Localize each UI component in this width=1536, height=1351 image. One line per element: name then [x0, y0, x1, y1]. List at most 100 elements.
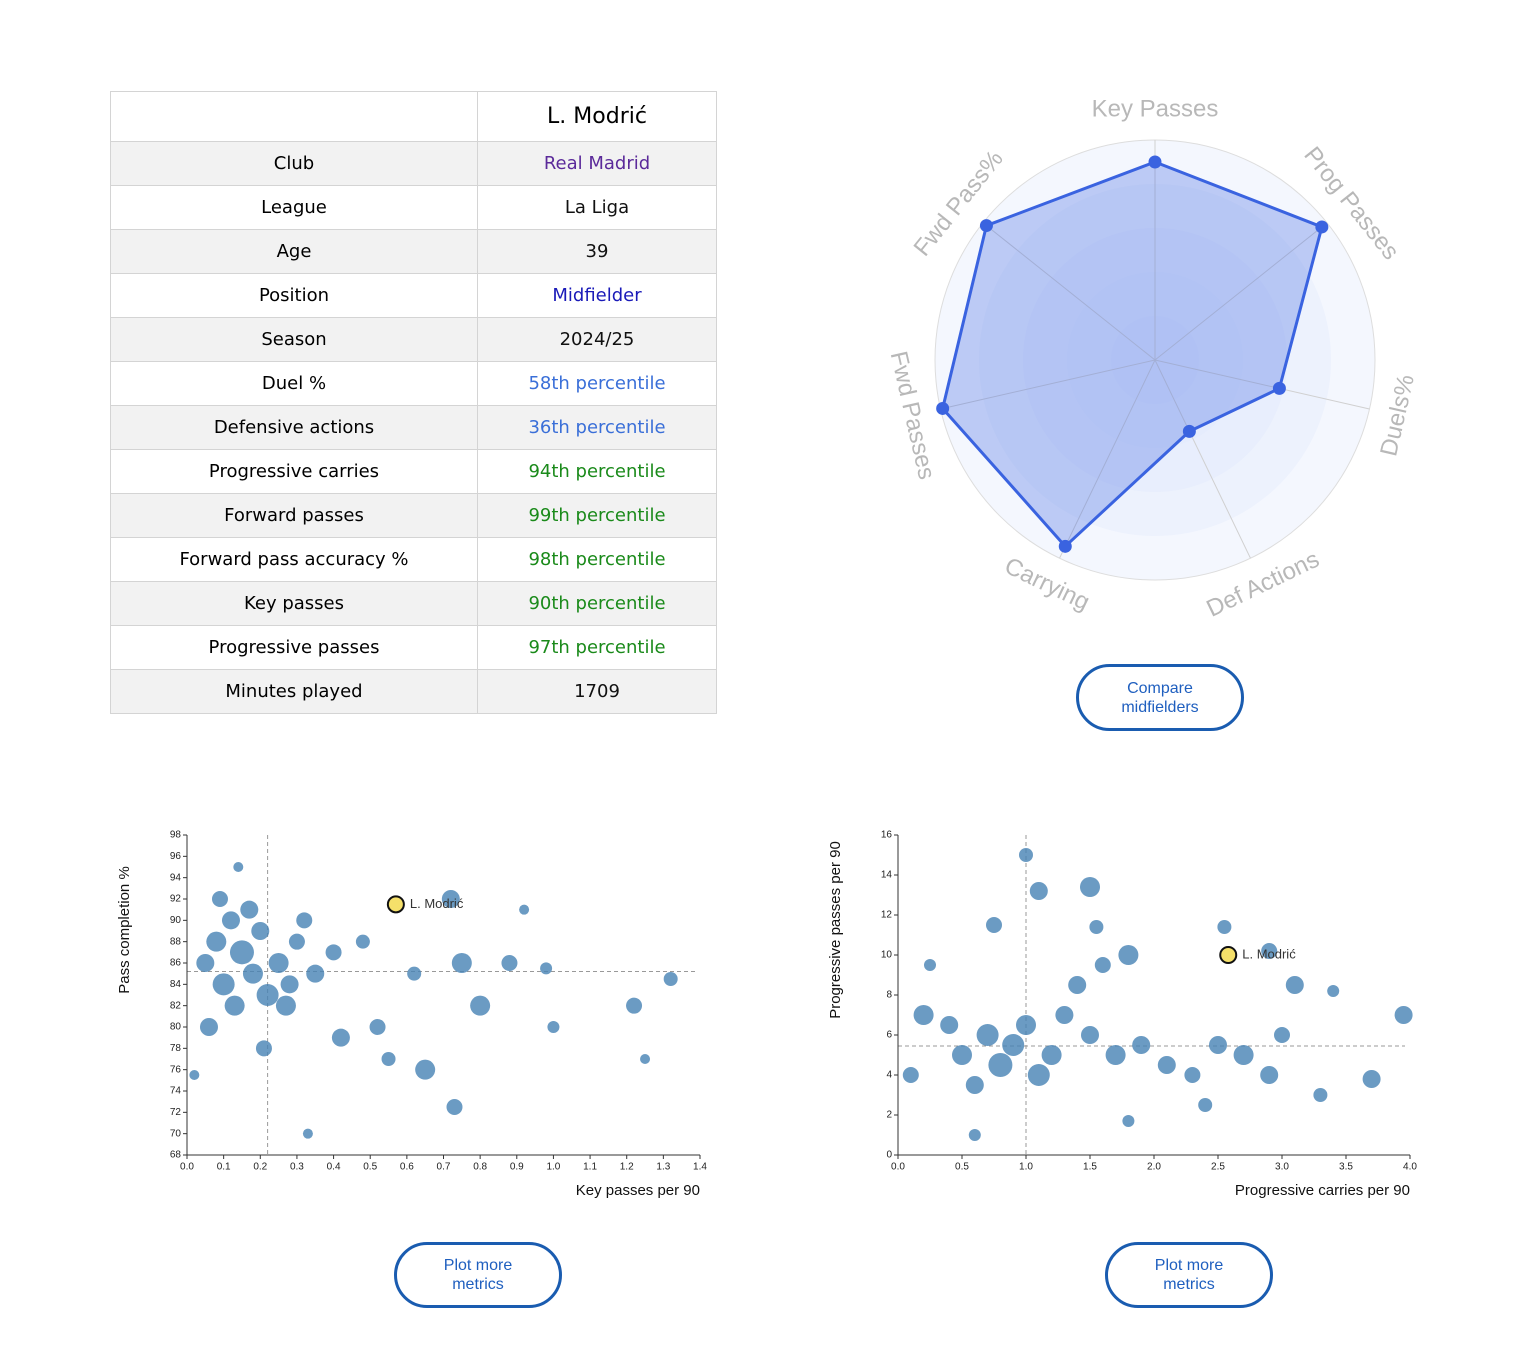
x-tick-label: 0.1 [217, 1162, 231, 1173]
table-row: League La Liga [110, 185, 717, 230]
scatter-point [1274, 1027, 1290, 1043]
row-value: Midfielder [477, 273, 717, 318]
radar-point [1182, 424, 1196, 438]
x-tick-label: 0.2 [253, 1162, 267, 1173]
scatter-point [255, 1040, 272, 1057]
scatter-point [1157, 1056, 1176, 1074]
scatter-point [256, 984, 279, 1006]
scatter-point [988, 1053, 1013, 1077]
scatter-point [1209, 1036, 1227, 1054]
radar-label: Duels% [1375, 372, 1420, 459]
table-row: Minutes played 1709 [110, 669, 717, 714]
scatter-point [1041, 1045, 1062, 1065]
compare-button[interactable]: Compare midfielders [1076, 664, 1244, 731]
scatter-point [1094, 957, 1111, 973]
radar-spoke [1154, 359, 1370, 410]
scatter-point [540, 962, 553, 975]
scatter-point [1089, 920, 1104, 934]
row-value: 36th percentile [477, 405, 717, 450]
row-label: Minutes played [110, 669, 478, 714]
table-row: Duel % 58th percentile [110, 361, 717, 406]
y-tick-label: 72 [170, 1107, 182, 1118]
scatter-point [1105, 1045, 1126, 1065]
scatter-point [1327, 985, 1340, 997]
x-tick-label: 0.3 [290, 1162, 304, 1173]
x-tick-label: 0.7 [437, 1162, 451, 1173]
scatter-point [224, 995, 245, 1016]
table-row: Progressive passes 97th percentile [110, 625, 717, 670]
row-label: Forward passes [110, 493, 478, 538]
scatter-point [1184, 1067, 1201, 1083]
player-name: L. Modrić [477, 91, 717, 142]
radar-area [941, 160, 1324, 548]
table-row: Season 2024/25 [110, 317, 717, 362]
scatter-point [976, 1024, 999, 1046]
scatter-point [221, 911, 240, 930]
scatter-point [296, 912, 313, 929]
row-label: Defensive actions [110, 405, 478, 450]
scatter-point [1118, 945, 1139, 965]
scatter-point [206, 931, 227, 952]
radar-point [1315, 220, 1329, 234]
row-label: Forward pass accuracy % [110, 537, 478, 582]
scatter-point [626, 997, 643, 1014]
x-tick-label: 3.0 [1275, 1162, 1289, 1173]
scatter-point [952, 1045, 972, 1065]
scatter-point [275, 995, 296, 1016]
row-value: 2024/25 [477, 317, 717, 362]
table-row: Position Midfielder [110, 273, 717, 318]
scatter-point [1198, 1098, 1213, 1112]
scatter-point [1233, 1045, 1254, 1065]
highlight-label: L. Modrić [410, 896, 464, 911]
x-tick-label: 1.0 [1019, 1162, 1033, 1173]
y-tick-label: 6 [886, 1030, 892, 1041]
radar-point [936, 401, 950, 415]
scatter-point [1362, 1070, 1381, 1088]
scatter-point [1068, 976, 1087, 994]
row-label: Progressive passes [110, 625, 478, 670]
scatter-point [1260, 1066, 1279, 1084]
player-table: L. Modrić Club Real Madrid League La Liga Age… [110, 91, 717, 714]
plot-button[interactable]: Plot more metrics [394, 1242, 562, 1308]
row-value: 97th percentile [477, 625, 717, 670]
scatter-point [355, 934, 370, 949]
scatter-point [240, 900, 259, 919]
y-tick-label: 70 [170, 1128, 182, 1139]
x-axis-title: Key passes per 90 [576, 1182, 700, 1199]
highlight-point [386, 895, 405, 914]
scatter-point [1080, 877, 1100, 897]
scatter-point [902, 1067, 919, 1083]
x-tick-label: 1.4 [693, 1162, 707, 1173]
y-tick-label: 98 [170, 830, 182, 841]
scatter-point [302, 1128, 313, 1139]
scatter-point [268, 953, 289, 973]
plot-button[interactable]: Plot more metrics [1105, 1242, 1273, 1308]
x-tick-label: 1.3 [656, 1162, 670, 1173]
x-tick-label: 0.5 [955, 1162, 969, 1173]
scatter-point [212, 973, 235, 996]
scatter-point [196, 954, 215, 972]
scatter-point [233, 862, 244, 872]
radar-point [1058, 539, 1072, 553]
y-tick-label: 80 [170, 1022, 182, 1033]
scatter-point [1002, 1034, 1025, 1056]
row-value: 1709 [477, 669, 717, 714]
row-label: Key passes [110, 581, 478, 626]
y-tick-label: 82 [170, 1000, 182, 1011]
x-tick-label: 0.5 [363, 1162, 377, 1173]
scatter-point [415, 1059, 436, 1080]
row-label: League [110, 185, 478, 230]
radar-spoke [1154, 222, 1328, 361]
y-tick-label: 78 [170, 1043, 182, 1054]
y-axis-title: Pass completion % [116, 866, 133, 994]
row-label: Position [110, 273, 478, 318]
table-row: Club Real Madrid [110, 141, 717, 186]
x-tick-label: 0.0 [180, 1162, 194, 1173]
scatter-point [331, 1028, 350, 1047]
scatter-point [199, 1018, 218, 1036]
scatter-point [1394, 1006, 1413, 1024]
scatter-point [663, 972, 678, 986]
header-row: L. Modrić [110, 91, 717, 142]
